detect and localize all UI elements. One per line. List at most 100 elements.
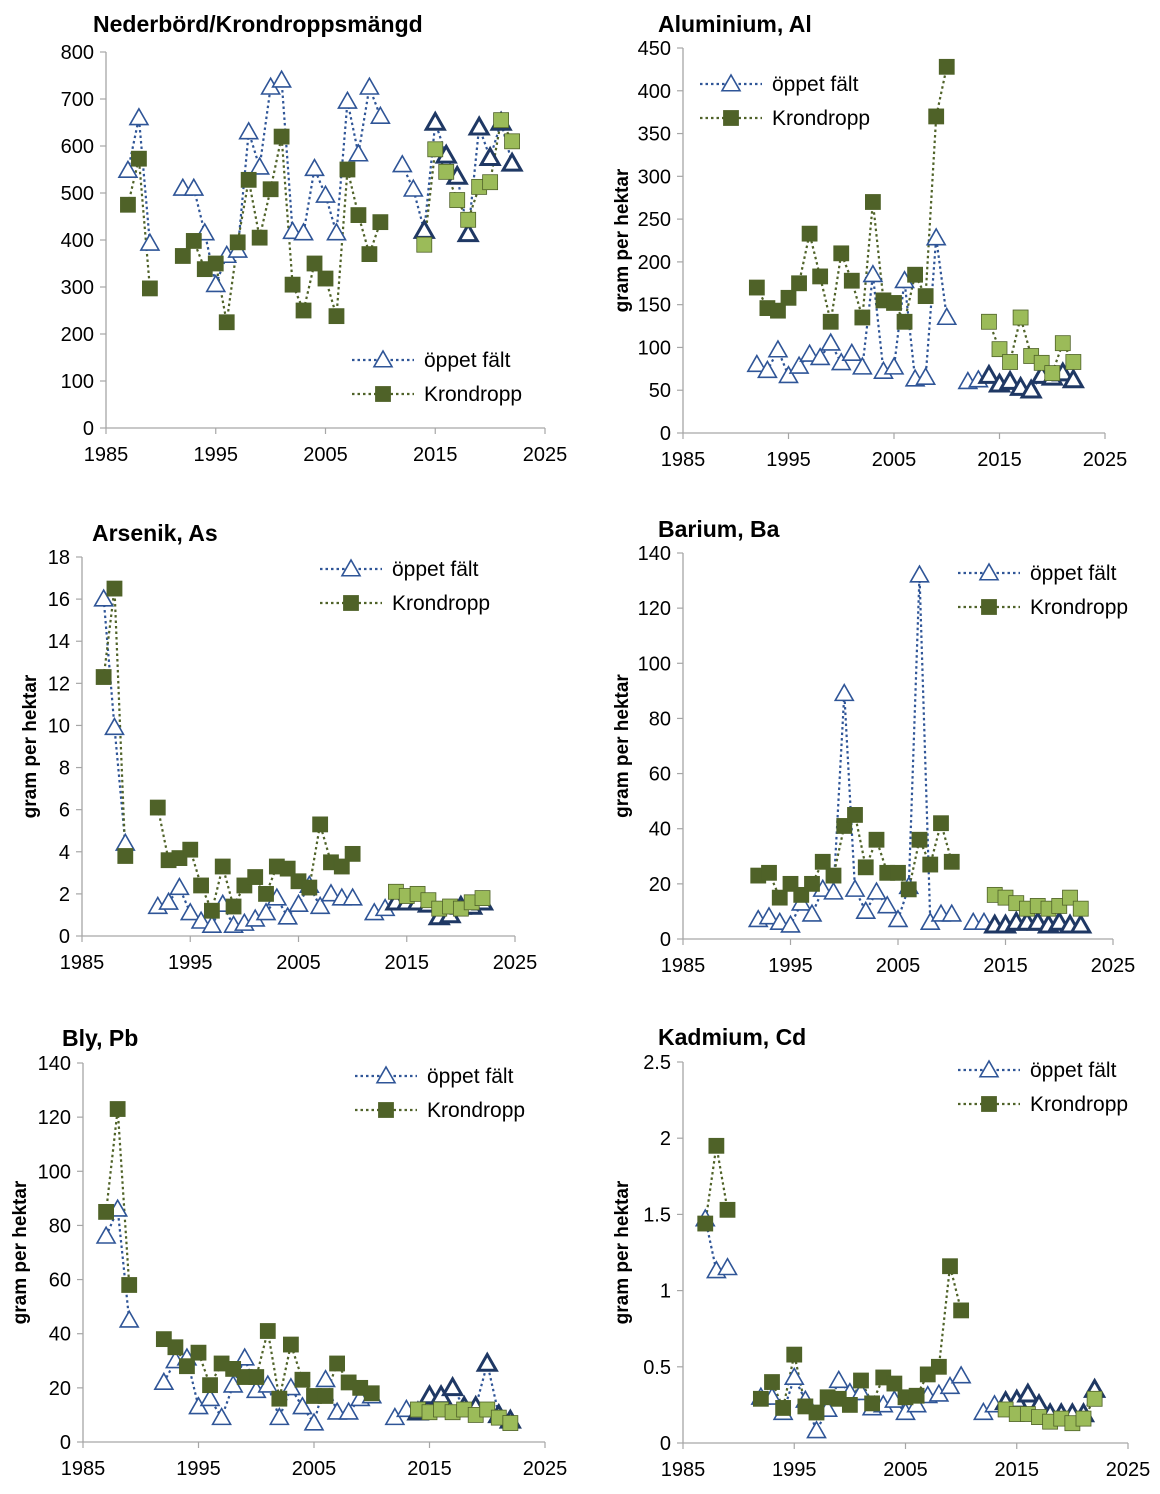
throughfall-point [896,313,913,330]
x-tick-label: 2015 [385,952,430,974]
open-field-point [757,359,778,379]
x-tick-label: 2025 [1083,449,1128,471]
open-field-point [478,145,502,166]
y-tick-label: 500 [61,183,94,205]
throughfall-point [262,181,279,198]
throughfall-point [502,1415,519,1431]
legend-marker-throughfall [378,1102,394,1118]
throughfall-point [991,341,1008,358]
throughfall-point [841,1397,858,1413]
throughfall-point [933,815,949,832]
y-tick-label: 600 [61,136,94,158]
open-field-point [783,1366,805,1386]
x-tick-label: 1995 [766,449,811,471]
y-tick-label: 40 [49,1324,71,1346]
y-tick-label: 2 [59,884,70,906]
y-tick-label: 20 [49,1378,71,1400]
throughfall-point [748,279,765,296]
throughfall-point [333,858,350,875]
open-field-point [338,1401,360,1420]
open-field-point [769,911,791,931]
open-field-point [423,110,447,131]
throughfall-point [131,150,147,167]
open-field-point [456,221,480,243]
y-tick-label: 2.5 [643,1052,671,1074]
legend-marker-open-field [340,558,362,577]
throughfall-point [121,1277,138,1293]
open-field-point [475,1351,499,1372]
throughfall-point [271,1390,288,1407]
throughfall-point [1002,354,1018,370]
throughfall-point [908,1387,925,1404]
open-field-point [118,1309,140,1328]
throughfall-point [1086,1390,1103,1407]
throughfall-point [344,845,361,862]
open-field-point [288,893,309,912]
chart-title: Aluminium, Al [658,11,812,37]
open-field-point [249,156,271,175]
y-tick-label: 80 [649,708,671,730]
open-field-point [806,1420,827,1439]
y-tick-label: 0 [83,418,94,440]
y-tick-label: 0 [660,1433,671,1455]
y-tick-label: 100 [61,371,94,393]
legend-label: Krondropp [1030,1093,1128,1116]
open-field-point [309,895,331,915]
throughfall-point [203,902,220,919]
open-field-point [500,151,524,172]
series-markers [95,1101,522,1431]
throughfall-point [229,234,246,251]
legend-label: Krondropp [772,107,870,130]
y-tick-label: 16 [48,589,70,611]
open-field-point [862,264,884,283]
open-field-point [767,339,789,358]
open-field-point [359,76,380,95]
open-field-point [828,1369,850,1389]
open-field-point [887,909,909,928]
x-tick-label: 2025 [493,952,538,974]
y-axis-label: gram per hektar [612,1180,633,1324]
legend: öppet fält Krondropp [352,349,522,406]
open-field-point [823,881,844,900]
throughfall-point [474,890,491,906]
chart-panel-1: Nederbörd/Krondroppsmängd 0 100 200 300 400 50… [61,11,568,466]
throughfall-line [126,158,151,289]
throughfall-point [174,248,191,264]
open-field-point [271,69,292,88]
series-markers [694,1137,1107,1439]
y-tick-label: 300 [638,166,671,188]
open-field-point [238,121,260,140]
open-field-point [320,883,342,902]
throughfall-point [804,875,820,892]
open-field-point [402,178,424,197]
x-tick-label: 2015 [977,449,1022,471]
throughfall-point [294,1371,311,1388]
chart-title: Arsenik, As [92,520,218,546]
legend-label: öppet fält [392,558,479,581]
open-field-point [915,366,937,385]
y-tick-label: 150 [638,295,671,317]
y-tick-label: 300 [61,277,94,299]
throughfall-point [149,799,166,816]
throughfall-point [284,276,301,293]
x-tick-label: 2005 [276,952,321,974]
x-tick-label: 2025 [523,1458,568,1480]
throughfall-point [493,112,510,129]
open-field-point [153,1371,175,1390]
y-tick-label: 14 [48,631,70,653]
chart-panel-4: Barium, Ba gram per hektar 0 20 40 60 80 100 120… [612,516,1135,977]
legend-label: öppet fält [424,349,511,372]
legend: öppet fält Krondropp [700,73,870,130]
open-field-point [977,363,1001,384]
legend-marker-throughfall [343,595,359,611]
open-field-point [179,902,201,921]
chart-title: Nederbörd/Krondroppsmängd [93,11,423,37]
x-tick-label: 2005 [883,1459,928,1481]
y-tick-label: 0 [660,423,671,445]
y-tick-label: 100 [638,653,671,675]
open-field-point [778,365,799,384]
throughfall-line [105,1108,131,1286]
throughfall-point [917,288,934,305]
throughfall-point [886,295,902,311]
